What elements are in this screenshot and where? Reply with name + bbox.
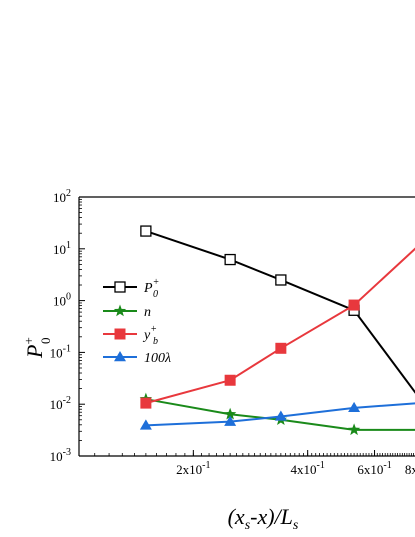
legend-item: 100λ	[103, 351, 171, 366]
data-point	[348, 401, 361, 413]
data-point	[348, 299, 360, 311]
legend-label: n	[144, 305, 151, 320]
y-tick-label: 10-3	[50, 447, 71, 464]
legend-label: 100λ	[144, 351, 171, 366]
data-point	[224, 374, 236, 386]
x-tick-label: 8x10-1	[405, 460, 415, 477]
tick-labels: 102 101 100 10-1 10-2 10-3 2x10-1 4x10-1 6x10-1 8…	[50, 188, 415, 477]
data-point	[275, 342, 287, 354]
series-layer	[139, 225, 415, 436]
data-point	[139, 419, 152, 430]
y-tick-label: 10-2	[50, 395, 71, 412]
legend-label: P+ 0	[143, 277, 159, 300]
data-point	[140, 397, 152, 409]
series-line	[145, 230, 415, 394]
series-2	[140, 247, 415, 409]
x-axis-title: (xs-x)/Ls	[228, 504, 299, 533]
x-tick-label: 2x10-1	[176, 460, 210, 477]
legend-item: n	[103, 304, 151, 320]
legend: P+ 0 n y+ b 100λ	[103, 277, 171, 366]
minor-ticks	[78, 198, 414, 456]
legend-marker	[114, 351, 126, 362]
legend-item: y+ b	[103, 324, 158, 347]
y-tick-label: 10-1	[50, 343, 71, 360]
legend-label: y+ b	[142, 324, 158, 347]
data-point	[140, 225, 152, 237]
y-axis-title: P+ 0	[21, 337, 53, 359]
data-point	[347, 423, 361, 436]
y-tick-label: 101	[53, 240, 71, 257]
legend-marker	[114, 328, 126, 340]
axis-titles: (xs-x)/Ls P+ 0	[21, 337, 299, 533]
data-point	[223, 407, 237, 420]
series-line	[145, 247, 415, 405]
x-tick-label: 4x10-1	[290, 460, 324, 477]
legend-marker	[113, 304, 127, 317]
data-point	[275, 274, 287, 286]
data-point	[274, 410, 287, 421]
y-tick-label: 100	[53, 292, 71, 309]
series-3	[139, 401, 415, 430]
data-point	[224, 253, 236, 266]
y-tick-label: 102	[53, 188, 71, 205]
legend-marker	[114, 281, 126, 293]
axes	[78, 196, 415, 457]
series-0	[140, 225, 415, 394]
data-point	[224, 415, 237, 426]
x-tick-label: 6x10-1	[357, 460, 391, 477]
legend-item: P+ 0	[103, 277, 159, 300]
series-1	[139, 392, 415, 436]
